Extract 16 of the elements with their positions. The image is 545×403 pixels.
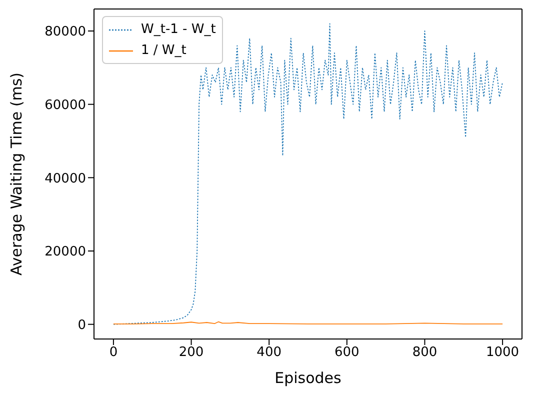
x-tick-label: 600 (334, 345, 360, 360)
x-tick-label: 800 (412, 345, 438, 360)
x-tick-label: 0 (109, 345, 118, 360)
y-tick-label: 0 (78, 318, 86, 333)
y-tick-label: 60000 (44, 98, 86, 113)
line-series (113, 23, 503, 325)
x-axis-title: Episodes (274, 369, 342, 387)
x-tick-label: 200 (178, 345, 204, 360)
legend-label: W_t-1 - W_t (141, 22, 216, 37)
y-axis-title: Average Waiting Time (ms) (7, 72, 26, 276)
x-tick-label: 1000 (486, 345, 520, 360)
y-tick-label: 80000 (44, 24, 86, 40)
y-tick-label: 40000 (44, 171, 86, 186)
legend-label: 1 / W_t (141, 43, 186, 58)
y-tick-label: 20000 (44, 244, 86, 260)
x-tick-label: 400 (256, 345, 282, 360)
